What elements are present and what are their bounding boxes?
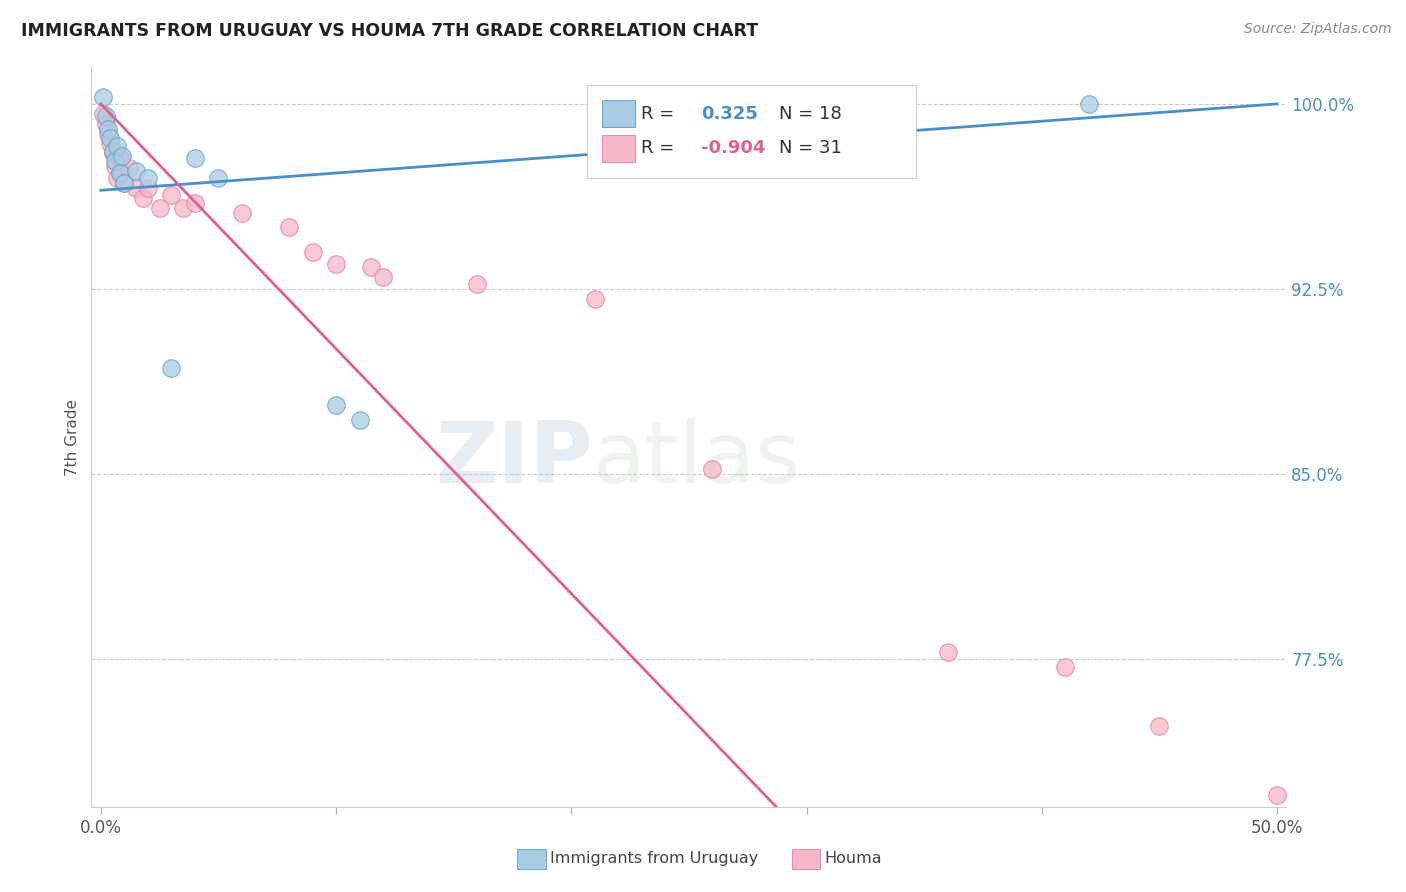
Point — [101, 144, 124, 158]
FancyBboxPatch shape — [602, 100, 636, 127]
Point — [104, 159, 127, 173]
Point — [1265, 788, 1288, 802]
Point — [125, 181, 148, 195]
Point — [105, 139, 128, 153]
Point — [360, 260, 382, 274]
Point — [108, 151, 131, 165]
Point — [98, 136, 121, 151]
Point — [104, 153, 127, 168]
Point — [118, 161, 141, 175]
Text: ZIP: ZIP — [436, 417, 593, 500]
Point — [101, 146, 124, 161]
Point — [108, 166, 131, 180]
Point — [702, 462, 724, 476]
Text: Houma: Houma — [824, 852, 882, 866]
Point — [172, 201, 194, 215]
Point — [111, 166, 134, 180]
Point — [136, 170, 159, 185]
Point — [105, 170, 128, 185]
FancyBboxPatch shape — [602, 135, 636, 161]
Point — [231, 205, 253, 219]
Point — [132, 191, 155, 205]
Text: 0.325: 0.325 — [700, 104, 758, 122]
Point — [1054, 659, 1077, 673]
Point — [325, 257, 347, 271]
Point — [184, 151, 207, 165]
Text: IMMIGRANTS FROM URUGUAY VS HOUMA 7TH GRADE CORRELATION CHART: IMMIGRANTS FROM URUGUAY VS HOUMA 7TH GRA… — [21, 22, 758, 40]
Point — [207, 170, 229, 185]
Point — [94, 109, 117, 123]
Point — [149, 201, 172, 215]
Point — [936, 645, 959, 659]
Point — [325, 398, 347, 412]
Point — [136, 181, 159, 195]
Point — [97, 121, 120, 136]
Point — [160, 188, 183, 202]
Text: Source: ZipAtlas.com: Source: ZipAtlas.com — [1244, 22, 1392, 37]
Point — [125, 163, 148, 178]
Point — [1149, 719, 1171, 733]
Text: N = 31: N = 31 — [779, 139, 841, 157]
Point — [160, 361, 183, 376]
Point — [349, 413, 371, 427]
Point — [112, 176, 135, 190]
Point — [278, 220, 301, 235]
Text: -0.904: -0.904 — [700, 139, 765, 157]
Point — [91, 89, 114, 103]
Text: R =: R = — [641, 104, 681, 122]
Text: Immigrants from Uruguay: Immigrants from Uruguay — [550, 852, 758, 866]
Point — [301, 244, 323, 259]
Point — [184, 195, 207, 210]
Point — [91, 107, 114, 121]
Point — [97, 127, 120, 141]
FancyBboxPatch shape — [588, 86, 917, 178]
Point — [98, 131, 121, 145]
Text: atlas: atlas — [593, 417, 801, 500]
Point — [112, 176, 135, 190]
Point — [465, 277, 488, 291]
Y-axis label: 7th Grade: 7th Grade — [65, 399, 80, 475]
Point — [583, 292, 606, 306]
Point — [94, 117, 117, 131]
Point — [111, 149, 134, 163]
Point — [371, 269, 394, 284]
Text: N = 18: N = 18 — [779, 104, 841, 122]
Text: R =: R = — [641, 139, 681, 157]
Point — [1077, 96, 1099, 111]
